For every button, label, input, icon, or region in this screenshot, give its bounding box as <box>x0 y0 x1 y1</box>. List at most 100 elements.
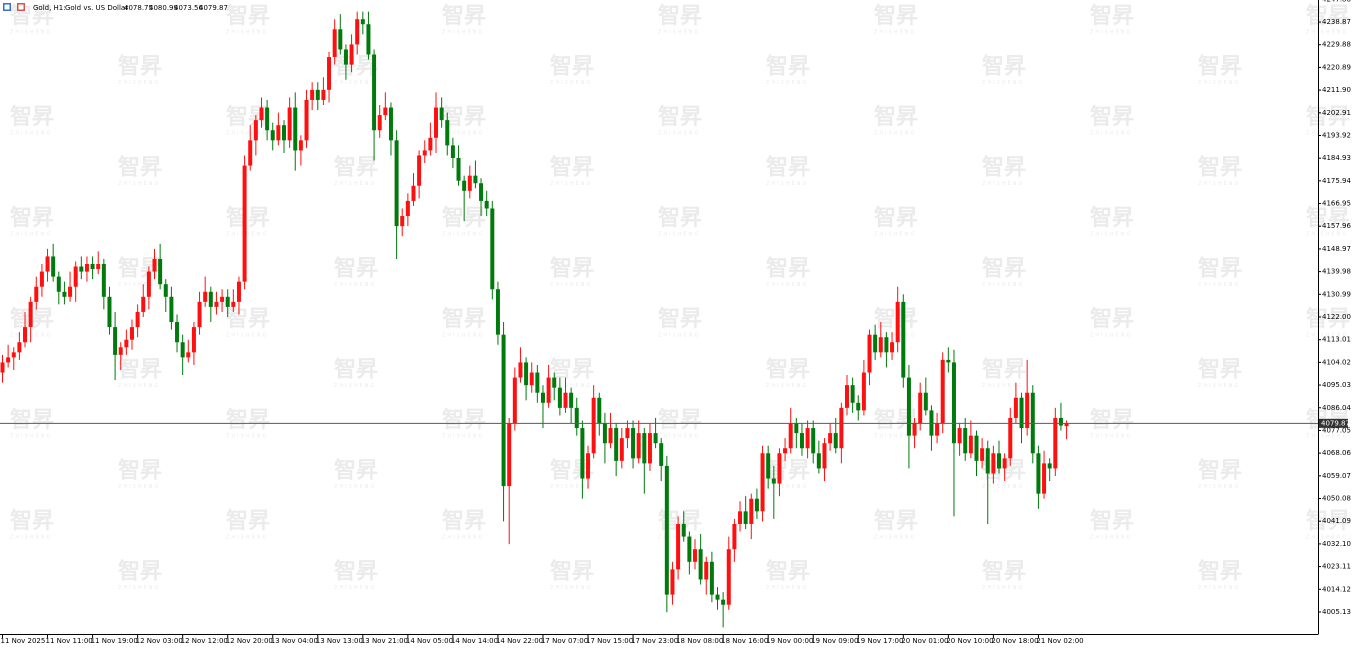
candle-body <box>214 301 219 307</box>
candle-body <box>991 453 996 474</box>
watermark-text: 智昇 <box>118 559 162 585</box>
watermark-text: 智昇 <box>226 407 270 433</box>
y-tick-label: 4238.87 <box>1322 18 1351 26</box>
x-tick-label: 11 Nov 2025 <box>1 637 46 645</box>
watermark-text: 智昇 <box>550 357 594 383</box>
watermark-subtext: ZHISHENG <box>550 181 592 187</box>
header-low: 4073.56 <box>174 4 203 12</box>
candle-body <box>940 359 945 424</box>
candle-body <box>1008 417 1013 459</box>
watermark-subtext: ZHISHENG <box>334 80 376 86</box>
candle-body <box>884 337 889 353</box>
candle-body <box>383 107 388 116</box>
candle-body <box>557 387 562 408</box>
watermark-subtext: ZHISHENG <box>874 232 916 238</box>
watermark-subtext: ZHISHENG <box>118 80 160 86</box>
candle-body <box>17 342 22 353</box>
candle-body <box>856 402 861 411</box>
header-icon <box>4 4 10 10</box>
watermark-text: 智昇 <box>226 205 270 231</box>
header-symbol: Gold, H1: <box>33 4 66 12</box>
x-tick-label: 14 Nov 05:00 <box>406 637 453 645</box>
candle-body <box>760 453 765 512</box>
candle-body <box>687 536 692 562</box>
watermark-text: 智昇 <box>766 559 810 585</box>
candle-body <box>586 453 591 479</box>
watermark-text: 智昇 <box>1090 407 1134 433</box>
x-tick-label: 13 Nov 04:00 <box>271 637 318 645</box>
candle-body <box>220 296 225 302</box>
watermark-subtext: ZHISHENG <box>1090 30 1132 36</box>
candle-body <box>73 266 78 287</box>
x-tick-label: 14 Nov 22:00 <box>496 637 543 645</box>
candle-body <box>766 453 771 479</box>
candle-body <box>805 428 810 449</box>
watermark-text: 智昇 <box>334 559 378 585</box>
candle-body <box>501 334 506 487</box>
candle-body <box>377 115 382 131</box>
watermark-subtext: ZHISHENG <box>550 383 592 389</box>
watermark-subtext: ZHISHENG <box>334 585 376 591</box>
watermark-subtext: ZHISHENG <box>550 484 592 490</box>
candle-body <box>366 24 371 55</box>
y-tick-label: 4220.89 <box>1322 63 1351 71</box>
candle-body <box>282 125 286 141</box>
watermark-subtext: ZHISHENG <box>982 484 1024 490</box>
candle-body <box>507 423 512 487</box>
watermark-subtext: ZHISHENG <box>442 434 484 440</box>
watermark-text: 智昇 <box>334 54 378 80</box>
candle-body <box>141 296 146 312</box>
candle-body <box>788 423 793 449</box>
candle-body <box>338 29 343 50</box>
watermark-subtext: ZHISHENG <box>1090 535 1132 541</box>
watermark-subtext: ZHISHENG <box>118 585 160 591</box>
watermark-subtext: ZHISHENG <box>226 232 268 238</box>
x-tick-label: 20 Nov 10:00 <box>946 637 993 645</box>
y-tick-label: 4122.00 <box>1322 313 1351 321</box>
candle-body <box>535 372 540 393</box>
watermark-subtext: ZHISHENG <box>334 383 376 389</box>
x-tick-label: 19 Nov 09:00 <box>811 637 858 645</box>
x-tick-label: 12 Nov 03:00 <box>136 637 183 645</box>
watermark-text: 智昇 <box>1306 306 1350 332</box>
candle-body <box>980 448 985 461</box>
y-tick-label: 4157.96 <box>1322 222 1351 230</box>
x-tick-label: 18 Nov 08:00 <box>676 637 723 645</box>
x-tick-label: 13 Nov 13:00 <box>316 637 363 645</box>
watermark-subtext: ZHISHENG <box>10 434 52 440</box>
candle-body <box>191 327 196 353</box>
watermark-text: 智昇 <box>766 357 810 383</box>
candle-body <box>653 433 658 444</box>
watermark-subtext: ZHISHENG <box>1198 181 1240 187</box>
candle-body <box>951 362 956 444</box>
y-tick-label: 4139.98 <box>1322 268 1351 276</box>
candle-body <box>146 271 151 297</box>
candle-body <box>163 284 168 297</box>
y-tick-label: 4247.86 <box>1322 0 1351 3</box>
watermark-text: 智昇 <box>658 306 702 332</box>
watermark-subtext: ZHISHENG <box>334 181 376 187</box>
watermark-subtext: ZHISHENG <box>118 484 160 490</box>
candle-body <box>833 433 838 449</box>
candle-body <box>749 498 754 524</box>
candle-body <box>619 438 624 461</box>
watermark-text: 智昇 <box>874 205 918 231</box>
candle-body <box>276 125 281 141</box>
candle-body <box>1064 423 1069 427</box>
candle-body <box>467 175 472 191</box>
watermark-subtext: ZHISHENG <box>550 282 592 288</box>
watermark-text: 智昇 <box>1306 205 1350 231</box>
candle-body <box>479 183 484 201</box>
watermark-text: 智昇 <box>442 508 486 534</box>
candle-body <box>822 443 827 469</box>
y-tick-label: 4095.03 <box>1322 381 1351 389</box>
current-price-box <box>1319 418 1348 428</box>
candle-body <box>828 433 833 444</box>
x-tick-label: 17 Nov 07:00 <box>541 637 588 645</box>
candle-body <box>490 208 495 290</box>
watermark-text: 智昇 <box>1090 508 1134 534</box>
watermark-subtext: ZHISHENG <box>442 535 484 541</box>
watermark-text: 智昇 <box>226 306 270 332</box>
